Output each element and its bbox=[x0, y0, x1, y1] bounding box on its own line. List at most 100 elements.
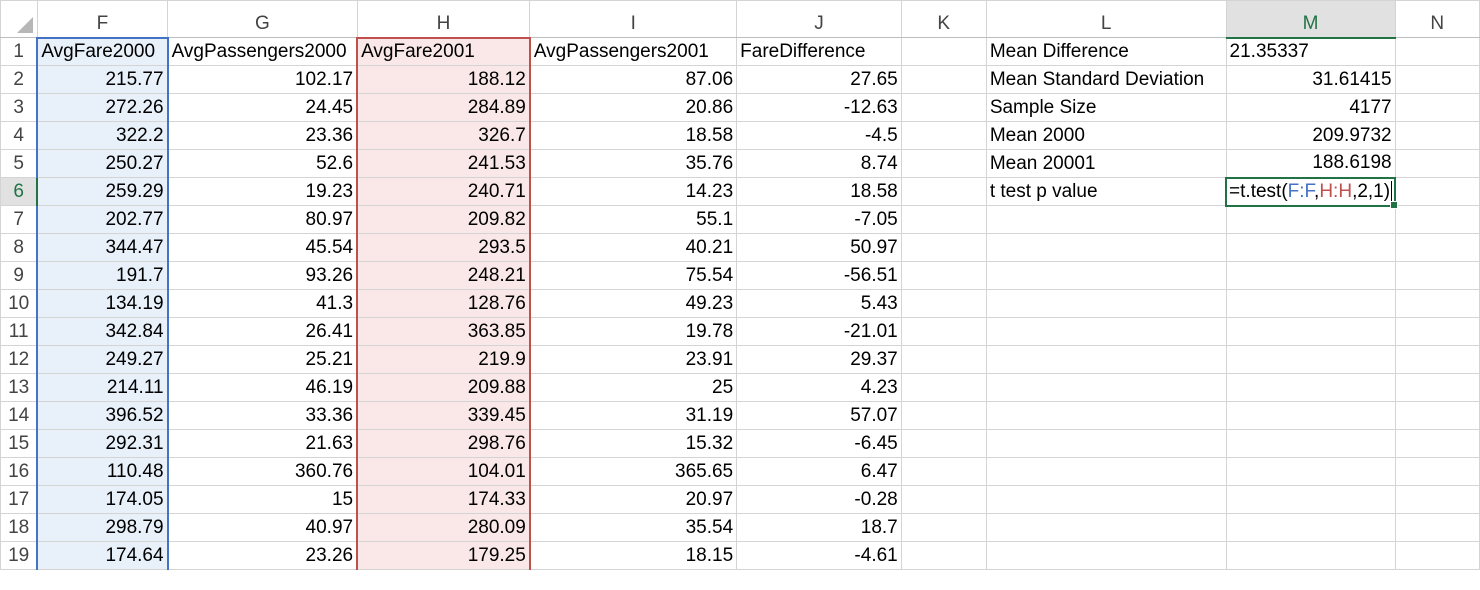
cell-L4[interactable]: Mean 2000 bbox=[985, 121, 1227, 150]
cell-F10[interactable]: 134.19 bbox=[36, 289, 169, 318]
cell-H8[interactable]: 293.5 bbox=[356, 233, 531, 262]
cell-G14[interactable]: 33.36 bbox=[167, 401, 358, 430]
cell-H13[interactable]: 209.88 bbox=[356, 373, 531, 402]
column-header-H[interactable]: H bbox=[356, 0, 531, 38]
cell-H6[interactable]: 240.71 bbox=[356, 177, 531, 206]
cell-L9[interactable] bbox=[985, 261, 1227, 290]
cell-J5[interactable]: 8.74 bbox=[736, 149, 902, 178]
column-header-G[interactable]: G bbox=[167, 0, 358, 38]
row-header[interactable]: 13 bbox=[0, 373, 38, 402]
cell-F2[interactable]: 215.77 bbox=[36, 65, 169, 94]
cell-M2[interactable]: 31.61415 bbox=[1225, 65, 1396, 94]
cell-F9[interactable]: 191.7 bbox=[36, 261, 169, 290]
cell-L5[interactable]: Mean 20001 bbox=[985, 149, 1227, 178]
cell-N1[interactable] bbox=[1394, 37, 1480, 66]
column-header-K[interactable]: K bbox=[900, 0, 987, 38]
formula-editor[interactable]: =t.test(F:F,H:H,2,1) bbox=[1229, 180, 1395, 202]
cell-M7[interactable] bbox=[1225, 205, 1396, 234]
cell-L3[interactable]: Sample Size bbox=[985, 93, 1227, 122]
column-header-N[interactable]: N bbox=[1394, 0, 1480, 38]
cell-F4[interactable]: 322.2 bbox=[36, 121, 169, 150]
cell-N19[interactable] bbox=[1394, 541, 1480, 570]
column-header-F[interactable]: F bbox=[36, 0, 169, 38]
cell-N18[interactable] bbox=[1394, 513, 1480, 542]
cell-K12[interactable] bbox=[900, 345, 987, 374]
cell-J11[interactable]: -21.01 bbox=[736, 317, 902, 346]
cell-I3[interactable]: 20.86 bbox=[529, 93, 738, 122]
cell-L18[interactable] bbox=[985, 513, 1227, 542]
cell-K18[interactable] bbox=[900, 513, 987, 542]
cell-H14[interactable]: 339.45 bbox=[356, 401, 531, 430]
cell-K2[interactable] bbox=[900, 65, 987, 94]
cell-F7[interactable]: 202.77 bbox=[36, 205, 169, 234]
row-header[interactable]: 12 bbox=[0, 345, 38, 374]
cell-H16[interactable]: 104.01 bbox=[356, 457, 531, 486]
cell-L13[interactable] bbox=[985, 373, 1227, 402]
cell-K4[interactable] bbox=[900, 121, 987, 150]
cell-K15[interactable] bbox=[900, 429, 987, 458]
cell-K9[interactable] bbox=[900, 261, 987, 290]
cell-N4[interactable] bbox=[1394, 121, 1480, 150]
cell-N5[interactable] bbox=[1394, 149, 1480, 178]
column-header-M[interactable]: M bbox=[1225, 0, 1396, 39]
cell-G19[interactable]: 23.26 bbox=[167, 541, 358, 570]
cell-G8[interactable]: 45.54 bbox=[167, 233, 358, 262]
cell-F12[interactable]: 249.27 bbox=[36, 345, 169, 374]
cell-H15[interactable]: 298.76 bbox=[356, 429, 531, 458]
select-all-corner[interactable] bbox=[0, 0, 38, 38]
cell-L10[interactable] bbox=[985, 289, 1227, 318]
column-header-I[interactable]: I bbox=[529, 0, 738, 38]
cell-L1[interactable]: Mean Difference bbox=[985, 37, 1227, 66]
cell-J19[interactable]: -4.61 bbox=[736, 541, 902, 570]
row-header[interactable]: 14 bbox=[0, 401, 38, 430]
cell-H18[interactable]: 280.09 bbox=[356, 513, 531, 542]
cell-K13[interactable] bbox=[900, 373, 987, 402]
row-header[interactable]: 11 bbox=[0, 317, 38, 346]
cell-G12[interactable]: 25.21 bbox=[167, 345, 358, 374]
row-header[interactable]: 10 bbox=[0, 289, 38, 318]
cell-K11[interactable] bbox=[900, 317, 987, 346]
cell-N13[interactable] bbox=[1394, 373, 1480, 402]
cell-K10[interactable] bbox=[900, 289, 987, 318]
cell-G16[interactable]: 360.76 bbox=[167, 457, 358, 486]
cell-F19[interactable]: 174.64 bbox=[36, 541, 169, 570]
column-header-L[interactable]: L bbox=[985, 0, 1227, 38]
row-header[interactable]: 6 bbox=[0, 177, 39, 206]
row-header[interactable]: 3 bbox=[0, 93, 38, 122]
cell-H12[interactable]: 219.9 bbox=[356, 345, 531, 374]
cell-H5[interactable]: 241.53 bbox=[356, 149, 531, 178]
cell-N16[interactable] bbox=[1394, 457, 1480, 486]
cell-H11[interactable]: 363.85 bbox=[356, 317, 531, 346]
cell-L19[interactable] bbox=[985, 541, 1227, 570]
cell-J14[interactable]: 57.07 bbox=[736, 401, 902, 430]
cell-L15[interactable] bbox=[985, 429, 1227, 458]
cell-I15[interactable]: 15.32 bbox=[529, 429, 738, 458]
cell-M15[interactable] bbox=[1225, 429, 1396, 458]
cell-K19[interactable] bbox=[900, 541, 987, 570]
cell-H4[interactable]: 326.7 bbox=[356, 121, 531, 150]
cell-L11[interactable] bbox=[985, 317, 1227, 346]
cell-F3[interactable]: 272.26 bbox=[36, 93, 169, 122]
cell-G9[interactable]: 93.26 bbox=[167, 261, 358, 290]
cell-M17[interactable] bbox=[1225, 485, 1396, 514]
cell-F11[interactable]: 342.84 bbox=[36, 317, 169, 346]
cell-I11[interactable]: 19.78 bbox=[529, 317, 738, 346]
cell-I7[interactable]: 55.1 bbox=[529, 205, 738, 234]
cell-M11[interactable] bbox=[1225, 317, 1396, 346]
cell-G11[interactable]: 26.41 bbox=[167, 317, 358, 346]
cell-I12[interactable]: 23.91 bbox=[529, 345, 738, 374]
cell-K5[interactable] bbox=[900, 149, 987, 178]
cell-N17[interactable] bbox=[1394, 485, 1480, 514]
cell-J3[interactable]: -12.63 bbox=[736, 93, 902, 122]
cell-G3[interactable]: 24.45 bbox=[167, 93, 358, 122]
cell-K8[interactable] bbox=[900, 233, 987, 262]
cell-I4[interactable]: 18.58 bbox=[529, 121, 738, 150]
cell-G10[interactable]: 41.3 bbox=[167, 289, 358, 318]
row-header[interactable]: 2 bbox=[0, 65, 38, 94]
cell-N12[interactable] bbox=[1394, 345, 1480, 374]
cell-M9[interactable] bbox=[1225, 261, 1396, 290]
cell-N6[interactable] bbox=[1394, 177, 1480, 206]
cell-J18[interactable]: 18.7 bbox=[736, 513, 902, 542]
cell-I10[interactable]: 49.23 bbox=[529, 289, 738, 318]
column-header-J[interactable]: J bbox=[736, 0, 902, 38]
